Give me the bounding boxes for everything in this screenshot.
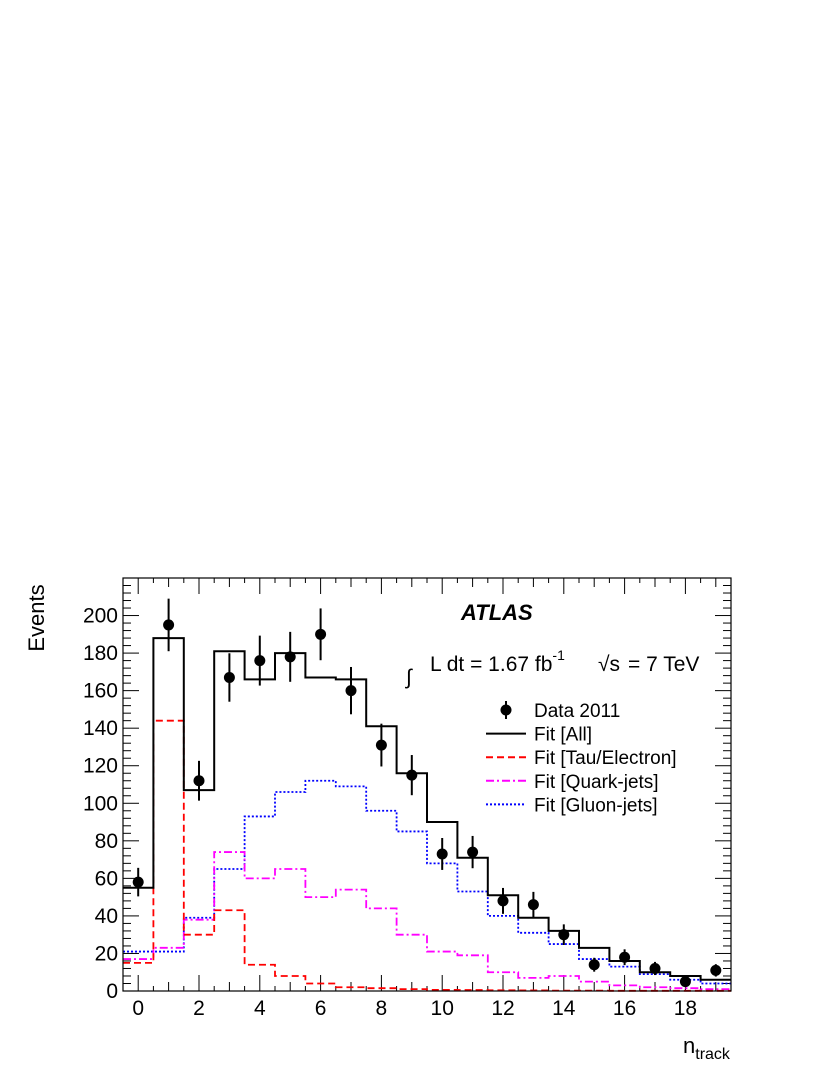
data-points-layer bbox=[132, 598, 722, 988]
data-point bbox=[619, 951, 631, 963]
y-tick-label: 100 bbox=[83, 792, 118, 815]
x-tick-label: 8 bbox=[376, 997, 388, 1020]
data-point bbox=[436, 848, 448, 860]
data-point bbox=[679, 976, 691, 988]
x-tick-label: 2 bbox=[193, 997, 205, 1020]
data-point bbox=[558, 929, 570, 941]
series-fit-tau-electron bbox=[123, 719, 731, 992]
data-point bbox=[527, 899, 539, 911]
legend-label-fit-gluon-jets: Fit [Gluon-jets] bbox=[534, 795, 658, 816]
data-point bbox=[315, 628, 327, 640]
legend-label-fit-all: Fit [All] bbox=[534, 725, 592, 746]
data-point bbox=[375, 739, 387, 751]
y-tick-label: 180 bbox=[83, 642, 118, 665]
integral-symbol: ∫ bbox=[405, 666, 413, 689]
y-tick-label: 20 bbox=[95, 942, 118, 965]
data-point bbox=[467, 846, 479, 858]
y-tick-label: 160 bbox=[83, 680, 118, 703]
legend-label-data: Data 2011 bbox=[534, 701, 620, 722]
y-tick-label: 40 bbox=[95, 905, 118, 928]
luminosity-text: L dt = 1.67 fb bbox=[430, 653, 552, 676]
sqrt-s-label: √s bbox=[598, 653, 620, 676]
data-point bbox=[132, 876, 144, 888]
series-fit-quark-jets bbox=[123, 851, 731, 991]
data-point bbox=[710, 964, 722, 976]
x-tick-label: 14 bbox=[552, 997, 576, 1020]
x-tick-label: 4 bbox=[254, 997, 266, 1020]
x-tick-label: 12 bbox=[491, 997, 514, 1020]
data-point bbox=[193, 775, 205, 787]
data-point bbox=[588, 959, 600, 971]
x-axis-title-subscript: track bbox=[695, 1046, 731, 1063]
legend-data-marker bbox=[500, 704, 512, 716]
x-axis-title-main: n bbox=[683, 1033, 695, 1058]
legend-label-fit-tau-electron: Fit [Tau/Electron] bbox=[534, 748, 677, 769]
y-axis-title: Events bbox=[24, 584, 49, 651]
data-point bbox=[649, 962, 661, 974]
plot-frame bbox=[122, 577, 732, 992]
data-point bbox=[254, 655, 266, 667]
y-tick-label: 120 bbox=[83, 755, 118, 778]
data-point bbox=[223, 671, 235, 683]
x-axis-title: ntrack bbox=[683, 1033, 731, 1063]
x-tick-label: 10 bbox=[431, 997, 454, 1020]
data-point bbox=[163, 619, 175, 631]
legend: Data 2011 Fit [All]Fit [Tau/Electron] Fit … bbox=[486, 701, 677, 816]
x-tick-label: 16 bbox=[613, 997, 636, 1020]
luminosity-superscript: -1 bbox=[552, 647, 565, 663]
data-point bbox=[406, 769, 418, 781]
luminosity-label: L dt = 1.67 fb-1 bbox=[430, 647, 565, 676]
y-tick-label: 80 bbox=[95, 830, 118, 853]
data-point bbox=[284, 651, 296, 663]
energy-label: = 7 TeV bbox=[628, 653, 699, 676]
x-tick-label: 0 bbox=[132, 997, 144, 1020]
y-tick-label: 60 bbox=[95, 867, 118, 890]
y-tick-label: 200 bbox=[83, 605, 118, 628]
data-point bbox=[497, 895, 509, 907]
y-tick-label: 0 bbox=[106, 980, 118, 1003]
legend-label-fit-quark-jets: Fit [Quark-jets] bbox=[534, 772, 659, 793]
data-point bbox=[345, 685, 357, 697]
x-tick-label: 18 bbox=[674, 997, 697, 1020]
atlas-label: ATLAS bbox=[460, 600, 533, 625]
x-tick-label: 6 bbox=[315, 997, 327, 1020]
tick-labels: 0 2 4 6 8 10 12 14 16 180204060801001201401601802… bbox=[83, 605, 697, 1020]
y-tick-label: 140 bbox=[83, 717, 118, 740]
